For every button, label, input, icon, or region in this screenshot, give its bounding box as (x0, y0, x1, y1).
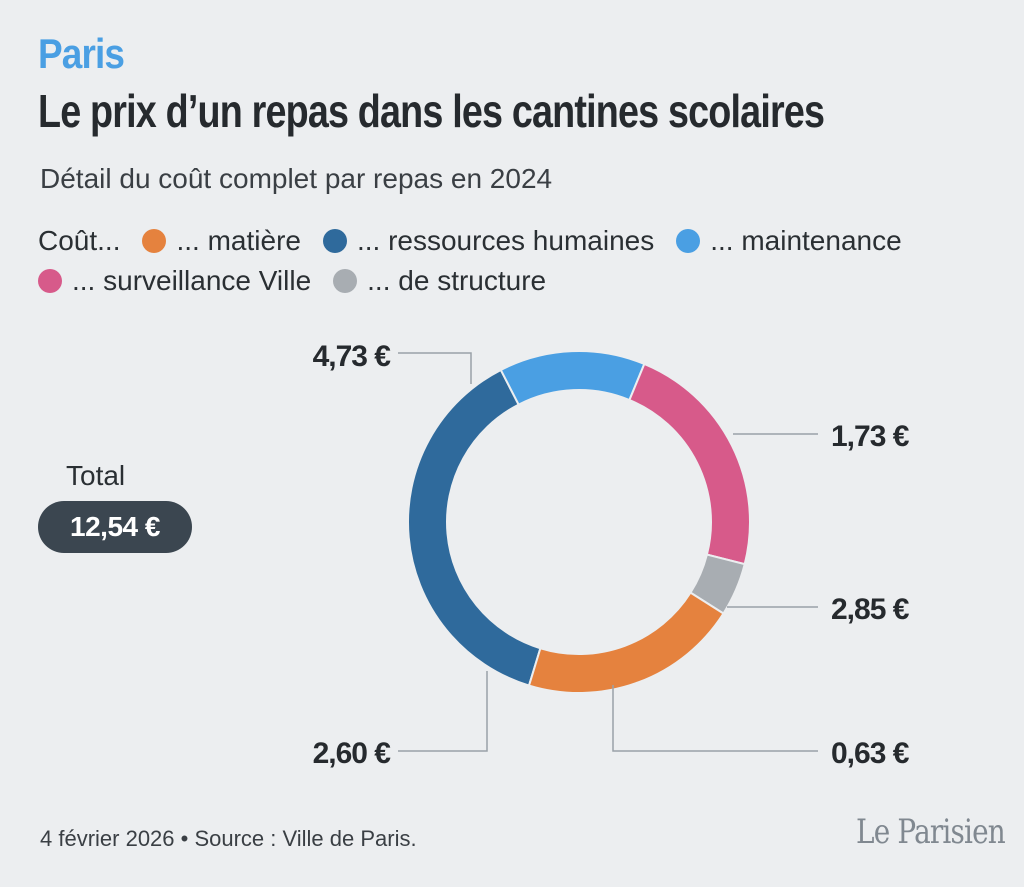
value-label-surveillance-ville: 2,85 € (831, 593, 910, 626)
donut-slice-ressources-humaines (407, 368, 542, 687)
legend-swatch-ressources-humaines (322, 229, 347, 253)
legend-label-maintenance: ... maintenance (710, 225, 902, 256)
legend-swatch-maintenance (676, 229, 701, 253)
legend-row-2: ... surveillance Ville ... de structure (38, 261, 998, 301)
value-label-de-structure: 0,63 € (831, 737, 910, 770)
legend-row-1: Coût... ... matière ... ressources humai… (38, 221, 998, 261)
leader-line-de-structure (612, 685, 818, 752)
donut-slice-surveillance-ville (628, 362, 751, 566)
total-label: Total (66, 460, 126, 491)
legend-swatch-matiere (142, 229, 167, 253)
value-label-maintenance: 1,73 € (831, 420, 910, 453)
chart-subtitle: Détail du coût complet par repas en 2024 (40, 163, 553, 194)
value-label-matiere: 2,60 € (313, 737, 392, 770)
legend-item-ressources-humaines: ... ressources humaines (322, 221, 655, 261)
le-parisien-logo: Le Parisien (856, 812, 1006, 852)
legend-label-ressources-humaines: ... ressources humaines (356, 225, 655, 256)
legend-item-surveillance-ville: ... surveillance Ville (38, 261, 311, 301)
donut-slice-matiere (527, 591, 725, 694)
chart-title: Le prix d’un repas dans les cantines sco… (38, 85, 825, 137)
donut-slice-maintenance (499, 350, 646, 406)
legend-label-de-structure: ... de structure (367, 265, 547, 296)
legend-prefix: Coût... (38, 225, 121, 256)
legend-swatch-surveillance-ville (38, 269, 62, 293)
legend-swatch-de-structure (333, 269, 358, 293)
total-value-badge: 12,54 € (38, 501, 192, 553)
legend-item-matiere: ... matière (142, 221, 301, 261)
leader-line-matiere (398, 671, 488, 752)
value-label-ressources-humaines: 4,73 € (313, 340, 392, 373)
chart-kicker: Paris (38, 30, 125, 77)
leader-line-ressources-humaines (398, 352, 472, 384)
legend-label-matiere: ... matière (176, 225, 301, 256)
legend-item-de-structure: ... de structure (333, 261, 546, 301)
legend-item-maintenance: ... maintenance (676, 221, 902, 261)
source-footer: 4 février 2026 • Source : Ville de Paris… (40, 826, 417, 851)
chart-legend: Coût... ... matière ... ressources humai… (38, 221, 998, 301)
legend-label-surveillance-ville: ... surveillance Ville (72, 265, 312, 296)
